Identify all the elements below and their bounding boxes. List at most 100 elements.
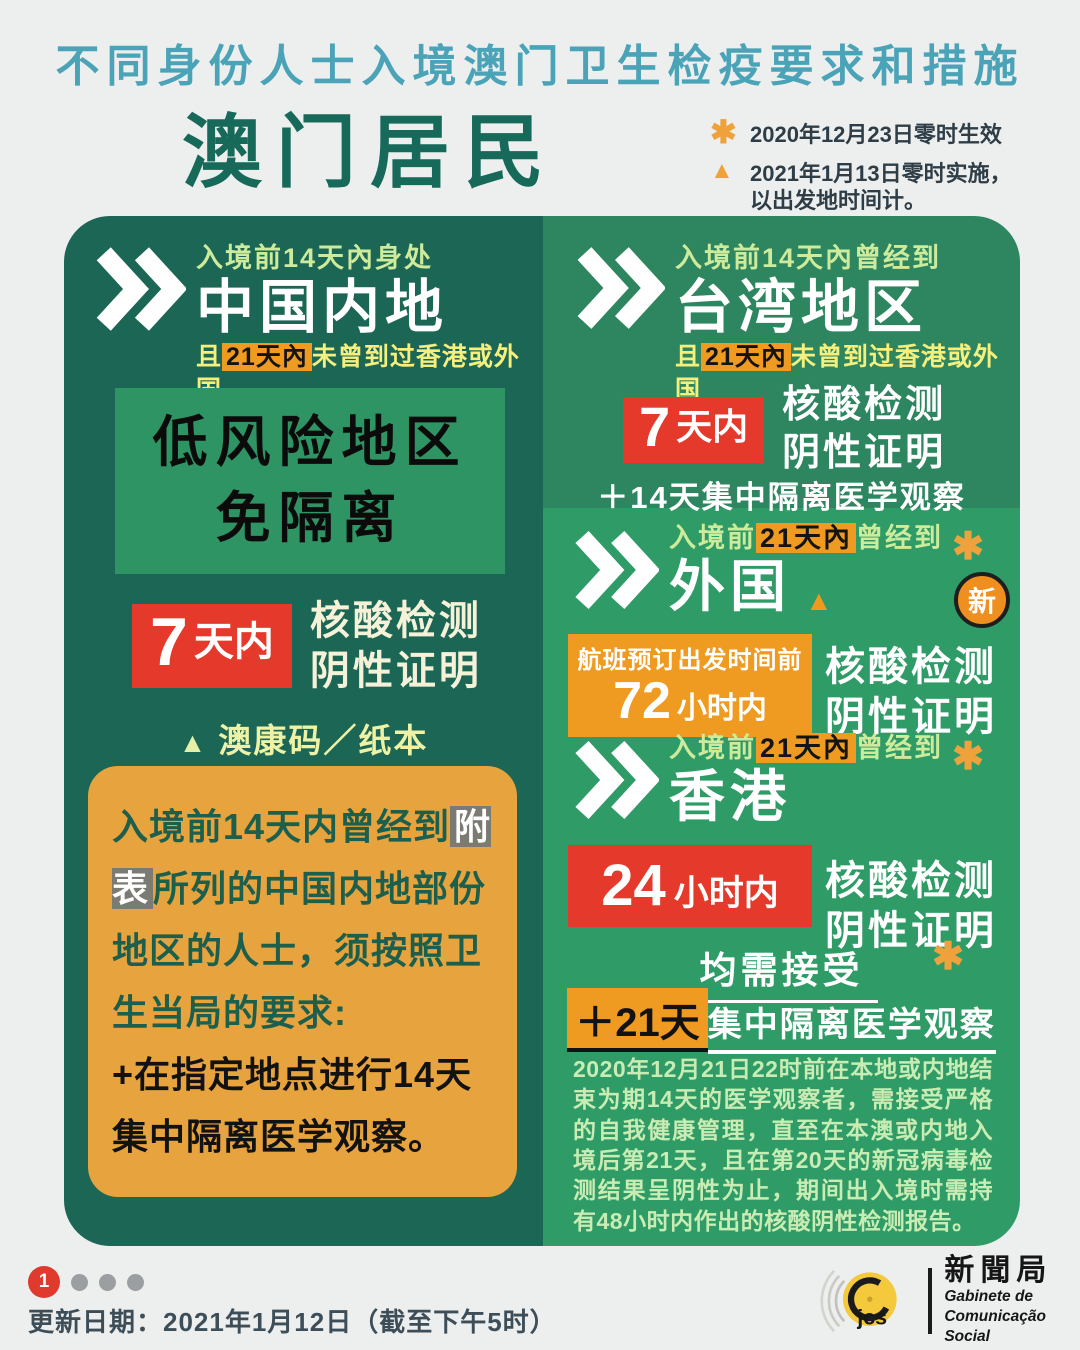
taiwan-pre-text: 入境前14天內曾经到 xyxy=(675,243,942,273)
foreign-region-name: 外国 ▲ xyxy=(669,554,943,619)
health-code-text: 澳康码／纸本 xyxy=(218,722,429,759)
quarantine-duration-text: 集中隔离医学观察 xyxy=(707,997,996,1054)
test-line1: 核酸检测 xyxy=(825,859,997,903)
condition-suffix: 未曾到过香港或外国 xyxy=(675,342,999,405)
asterisk-icon: ✱ xyxy=(952,736,984,778)
health-code-note: ▲ 澳康码／纸本 xyxy=(64,714,543,762)
quarantine-footnote: 2020年12月21日22时前在本地或内地结束为期14天的医学观察者，需接受严格… xyxy=(573,1056,993,1234)
hours-chip: 72 小时内 xyxy=(572,675,808,727)
hongkong-test-text: 核酸检测 阴性证明 xyxy=(825,856,997,956)
days-number: 7 xyxy=(639,394,671,458)
quarantine-heading-text: 均需接受 xyxy=(685,940,878,1003)
hours-chip: 24 小时内 xyxy=(568,845,812,927)
hours-unit: 小时内 xyxy=(676,692,767,725)
pre-suffix: 曾经到 xyxy=(856,523,944,553)
foreign-test-text: 核酸检测 阴性证明 xyxy=(825,642,997,742)
hours-number: 24 xyxy=(601,853,666,918)
page-dot xyxy=(71,1273,88,1291)
page-dot xyxy=(127,1273,144,1291)
low-risk-line2: 免隔离 xyxy=(215,487,405,549)
flight-note: 航班预订出发时间前 xyxy=(577,647,803,674)
legend-effective-text: 2020年12月23日零时生效 xyxy=(750,122,1002,147)
triangle-icon: ▲ xyxy=(710,156,734,184)
gcs-logo: jcs 新聞局 Gabinete de Comunicação Social xyxy=(800,1254,1080,1347)
double-chevron-icon xyxy=(96,247,186,331)
logo-chinese-name: 新聞局 xyxy=(944,1254,1053,1287)
asterisk-icon: ✱ xyxy=(932,936,964,978)
triangle-icon: ▲ xyxy=(805,584,838,616)
page-dot xyxy=(99,1273,116,1291)
update-date: 更新日期：2021年1月12日（截至下午5时） xyxy=(28,1307,557,1337)
highlight-plus21days: ＋21天 xyxy=(567,988,708,1052)
hongkong-header: 入境前 21天內 曾经到 香港 xyxy=(571,732,943,828)
taiwan-region-name: 台湾地区 xyxy=(675,274,928,340)
test-line2: 阴性证明 xyxy=(309,649,482,693)
mainland-test-requirement: 7 天内 核酸检测 阴性证明 xyxy=(132,596,482,696)
flight-time-box: 航班预订出发时间前 72 小时内 xyxy=(568,634,812,737)
pre-suffix: 曾经到 xyxy=(856,733,944,763)
asterisk-icon: ✱ xyxy=(710,114,737,150)
logo-acronym: jcs xyxy=(856,1305,887,1329)
days-chip: 7 天内 xyxy=(623,394,765,463)
double-chevron-icon xyxy=(575,740,659,820)
mainland-notice-box: 入境前14天内曾经到 附表 所列的中国内地部份地区的人士，须按照卫生当局的要求: +… xyxy=(88,766,517,1198)
legend-row-implemented: ▲ 2021年1月13日零时实施， 以出发地时间计。 xyxy=(710,157,1040,215)
asterisk-icon: ✱ xyxy=(952,526,984,568)
taiwan-quarantine-note: ＋14天集中隔离医学观察 xyxy=(597,480,966,515)
highlight-21days: 21天內 xyxy=(756,523,857,553)
test-text: 核酸检测 阴性证明 xyxy=(310,596,482,696)
taiwan-test-requirement: 7 天内 核酸检测 阴性证明 xyxy=(623,382,946,477)
highlight-21days: 21天內 xyxy=(701,342,791,371)
test-text: 核酸检测 阴性证明 xyxy=(782,382,946,477)
hongkong-pre-text: 入境前 21天內 曾经到 xyxy=(669,732,943,766)
region-label: 外国 xyxy=(669,554,791,618)
page-indicator: 1 xyxy=(28,1266,144,1298)
test-line2: 阴性证明 xyxy=(825,695,997,739)
notice-part1: 入境前14天内曾经到 xyxy=(112,806,451,847)
low-risk-box: 低风险地区 免隔离 xyxy=(115,388,505,574)
double-chevron-icon xyxy=(577,247,665,329)
days-unit: 天内 xyxy=(676,405,749,447)
double-chevron-icon xyxy=(575,530,659,610)
hours-unit: 小时内 xyxy=(673,874,779,913)
test-line1: 核酸检测 xyxy=(782,384,947,426)
new-badge: 新 xyxy=(954,572,1010,628)
condition-prefix: 且 xyxy=(675,342,702,371)
days-unit: 天内 xyxy=(193,620,274,664)
test-line2: 阴性证明 xyxy=(825,909,997,953)
taiwan-header: 入境前14天內曾经到 台湾地区 且 21天內 未曾到过香港或外国 xyxy=(573,242,1020,408)
low-risk-line1: 低风险地区 xyxy=(152,411,468,474)
logo-portuguese-name: Gabinete de Comunicação Social xyxy=(944,1288,1046,1346)
current-page-badge: 1 xyxy=(28,1266,60,1298)
foreign-pre-text: 入境前 21天內 曾经到 xyxy=(669,522,943,556)
pre-prefix: 入境前 xyxy=(669,523,756,553)
pre-prefix: 入境前 xyxy=(669,733,756,763)
logo-divider xyxy=(928,1267,933,1334)
hongkong-region-name: 香港 xyxy=(669,764,791,828)
mainland-region-name: 中国内地 xyxy=(196,274,449,340)
logo-text: 新聞局 Gabinete de Comunicação Social xyxy=(944,1254,1080,1347)
legend: ✱ 2020年12月23日零时生效 ▲ 2021年1月13日零时实施， 以出发地… xyxy=(710,114,1040,223)
triangle-icon: ▲ xyxy=(178,727,209,758)
test-line1: 核酸检测 xyxy=(825,645,997,689)
highlight-21days: 21天內 xyxy=(222,342,312,371)
notice-requirement: +在指定地点进行14天集中隔离医学观察。 xyxy=(112,1053,473,1157)
hours-number: 72 xyxy=(613,672,671,730)
page-title: 不同身份人士入境澳门卫生检疫要求和措施 xyxy=(55,42,1025,91)
test-line2: 阴性证明 xyxy=(782,431,947,474)
days-chip: 7 天内 xyxy=(132,604,292,688)
days-number: 7 xyxy=(150,604,188,680)
test-line1: 核酸检测 xyxy=(309,599,482,643)
mainland-pre-text: 入境前14天內身处 xyxy=(196,243,434,273)
page-subtitle: 澳门居民 xyxy=(182,108,558,197)
gcs-logo-icon: jcs xyxy=(820,1269,897,1332)
notice-text: 入境前14天内曾经到 附表 所列的中国内地部份地区的人士，须按照卫生当局的要求: xyxy=(112,796,493,1044)
taiwan-condition: 且 21天內 未曾到过香港或外国 xyxy=(675,341,1020,409)
condition-prefix: 且 xyxy=(196,342,223,371)
foreign-header: 入境前 21天內 曾经到 外国 ▲ xyxy=(571,522,943,618)
quarantine-heading: 均需接受 xyxy=(543,940,1020,1003)
right-panel: 入境前14天內曾经到 台湾地区 且 21天內 未曾到过香港或外国 7 天内 核酸检测… xyxy=(543,216,1020,1246)
